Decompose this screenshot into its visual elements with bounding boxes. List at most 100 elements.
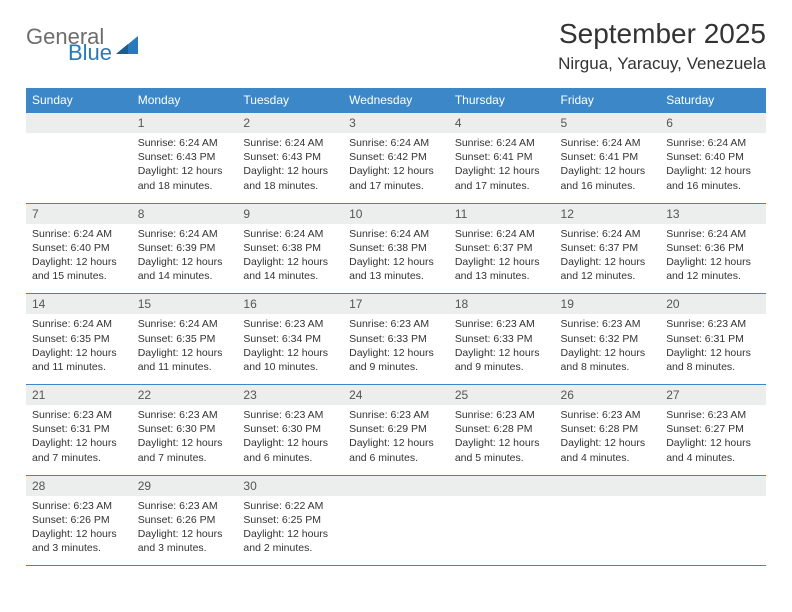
day-content-cell: Sunrise: 6:24 AMSunset: 6:43 PMDaylight:…: [132, 133, 238, 203]
sunset-line: Sunset: 6:40 PM: [32, 241, 126, 255]
day-number-cell: [449, 475, 555, 496]
sunrise-line: Sunrise: 6:23 AM: [32, 499, 126, 513]
daylight-line: Daylight: 12 hours and 14 minutes.: [243, 255, 337, 283]
day-content-cell: [343, 496, 449, 566]
day-number-cell: 5: [555, 113, 661, 134]
sunrise-line: Sunrise: 6:23 AM: [561, 408, 655, 422]
sunrise-line: Sunrise: 6:24 AM: [138, 136, 232, 150]
day-content-cell: Sunrise: 6:24 AMSunset: 6:35 PMDaylight:…: [132, 314, 238, 384]
day-content-cell: [660, 496, 766, 566]
sail-icon: [116, 34, 142, 56]
day-number-cell: 13: [660, 203, 766, 224]
weekday-header: Thursday: [449, 88, 555, 113]
sunrise-line: Sunrise: 6:23 AM: [455, 408, 549, 422]
day-number-cell: 14: [26, 294, 132, 315]
day-content-cell: Sunrise: 6:24 AMSunset: 6:38 PMDaylight:…: [237, 224, 343, 294]
sunset-line: Sunset: 6:28 PM: [455, 422, 549, 436]
sunrise-line: Sunrise: 6:23 AM: [561, 317, 655, 331]
day-number-cell: 7: [26, 203, 132, 224]
sunset-line: Sunset: 6:40 PM: [666, 150, 760, 164]
day-number-cell: 30: [237, 475, 343, 496]
daylight-line: Daylight: 12 hours and 6 minutes.: [349, 436, 443, 464]
day-content-cell: Sunrise: 6:24 AMSunset: 6:37 PMDaylight:…: [555, 224, 661, 294]
sunrise-line: Sunrise: 6:24 AM: [32, 317, 126, 331]
daylight-line: Daylight: 12 hours and 17 minutes.: [349, 164, 443, 192]
sunset-line: Sunset: 6:42 PM: [349, 150, 443, 164]
daylight-line: Daylight: 12 hours and 13 minutes.: [455, 255, 549, 283]
daylight-line: Daylight: 12 hours and 6 minutes.: [243, 436, 337, 464]
day-content-cell: Sunrise: 6:23 AMSunset: 6:28 PMDaylight:…: [449, 405, 555, 475]
daylight-line: Daylight: 12 hours and 12 minutes.: [561, 255, 655, 283]
day-content-cell: Sunrise: 6:22 AMSunset: 6:25 PMDaylight:…: [237, 496, 343, 566]
sunrise-line: Sunrise: 6:23 AM: [349, 408, 443, 422]
sunrise-line: Sunrise: 6:23 AM: [455, 317, 549, 331]
sunset-line: Sunset: 6:43 PM: [138, 150, 232, 164]
day-number-cell: 16: [237, 294, 343, 315]
day-content-cell: Sunrise: 6:23 AMSunset: 6:29 PMDaylight:…: [343, 405, 449, 475]
sunrise-line: Sunrise: 6:24 AM: [243, 136, 337, 150]
weekday-header: Tuesday: [237, 88, 343, 113]
daylight-line: Daylight: 12 hours and 10 minutes.: [243, 346, 337, 374]
sunrise-line: Sunrise: 6:24 AM: [561, 227, 655, 241]
sunrise-line: Sunrise: 6:24 AM: [138, 227, 232, 241]
daylight-line: Daylight: 12 hours and 16 minutes.: [666, 164, 760, 192]
day-content-cell: Sunrise: 6:23 AMSunset: 6:27 PMDaylight:…: [660, 405, 766, 475]
day-number-cell: 27: [660, 385, 766, 406]
daylight-line: Daylight: 12 hours and 9 minutes.: [349, 346, 443, 374]
sunset-line: Sunset: 6:38 PM: [243, 241, 337, 255]
sunrise-line: Sunrise: 6:24 AM: [666, 227, 760, 241]
sunset-line: Sunset: 6:32 PM: [561, 332, 655, 346]
day-content-cell: Sunrise: 6:24 AMSunset: 6:41 PMDaylight:…: [449, 133, 555, 203]
day-number-cell: 10: [343, 203, 449, 224]
day-number-cell: [26, 113, 132, 134]
sunset-line: Sunset: 6:33 PM: [455, 332, 549, 346]
month-title: September 2025: [558, 18, 766, 50]
weekday-header: Saturday: [660, 88, 766, 113]
day-content-cell: Sunrise: 6:23 AMSunset: 6:26 PMDaylight:…: [26, 496, 132, 566]
sunrise-line: Sunrise: 6:23 AM: [666, 317, 760, 331]
day-content-cell: Sunrise: 6:23 AMSunset: 6:31 PMDaylight:…: [26, 405, 132, 475]
daylight-line: Daylight: 12 hours and 8 minutes.: [561, 346, 655, 374]
sunrise-line: Sunrise: 6:24 AM: [455, 227, 549, 241]
sunset-line: Sunset: 6:35 PM: [138, 332, 232, 346]
weekday-header: Monday: [132, 88, 238, 113]
daylight-line: Daylight: 12 hours and 9 minutes.: [455, 346, 549, 374]
sunset-line: Sunset: 6:41 PM: [561, 150, 655, 164]
sunrise-line: Sunrise: 6:24 AM: [561, 136, 655, 150]
day-content-cell: Sunrise: 6:23 AMSunset: 6:26 PMDaylight:…: [132, 496, 238, 566]
logo-word-blue: Blue: [68, 42, 112, 64]
sunrise-line: Sunrise: 6:23 AM: [138, 408, 232, 422]
sunrise-line: Sunrise: 6:24 AM: [349, 227, 443, 241]
sunset-line: Sunset: 6:37 PM: [561, 241, 655, 255]
day-content-cell: Sunrise: 6:24 AMSunset: 6:40 PMDaylight:…: [660, 133, 766, 203]
day-content-row: Sunrise: 6:24 AMSunset: 6:43 PMDaylight:…: [26, 133, 766, 203]
daylight-line: Daylight: 12 hours and 13 minutes.: [349, 255, 443, 283]
day-number-row: 123456: [26, 113, 766, 134]
day-number-cell: 22: [132, 385, 238, 406]
sunset-line: Sunset: 6:35 PM: [32, 332, 126, 346]
day-content-cell: [449, 496, 555, 566]
sunrise-line: Sunrise: 6:22 AM: [243, 499, 337, 513]
sunrise-line: Sunrise: 6:23 AM: [349, 317, 443, 331]
sunset-line: Sunset: 6:25 PM: [243, 513, 337, 527]
day-number-cell: 6: [660, 113, 766, 134]
sunrise-line: Sunrise: 6:23 AM: [666, 408, 760, 422]
day-content-row: Sunrise: 6:23 AMSunset: 6:26 PMDaylight:…: [26, 496, 766, 566]
day-content-cell: Sunrise: 6:23 AMSunset: 6:33 PMDaylight:…: [343, 314, 449, 384]
daylight-line: Daylight: 12 hours and 7 minutes.: [138, 436, 232, 464]
day-content-cell: Sunrise: 6:23 AMSunset: 6:32 PMDaylight:…: [555, 314, 661, 384]
daylight-line: Daylight: 12 hours and 12 minutes.: [666, 255, 760, 283]
day-number-cell: 8: [132, 203, 238, 224]
calendar-header-row: SundayMondayTuesdayWednesdayThursdayFrid…: [26, 88, 766, 113]
sunset-line: Sunset: 6:31 PM: [32, 422, 126, 436]
sunset-line: Sunset: 6:39 PM: [138, 241, 232, 255]
day-content-cell: Sunrise: 6:24 AMSunset: 6:39 PMDaylight:…: [132, 224, 238, 294]
sunset-line: Sunset: 6:29 PM: [349, 422, 443, 436]
sunrise-line: Sunrise: 6:24 AM: [455, 136, 549, 150]
daylight-line: Daylight: 12 hours and 18 minutes.: [243, 164, 337, 192]
day-number-cell: 23: [237, 385, 343, 406]
day-content-cell: Sunrise: 6:23 AMSunset: 6:30 PMDaylight:…: [237, 405, 343, 475]
sunset-line: Sunset: 6:33 PM: [349, 332, 443, 346]
day-content-cell: Sunrise: 6:24 AMSunset: 6:37 PMDaylight:…: [449, 224, 555, 294]
daylight-line: Daylight: 12 hours and 8 minutes.: [666, 346, 760, 374]
